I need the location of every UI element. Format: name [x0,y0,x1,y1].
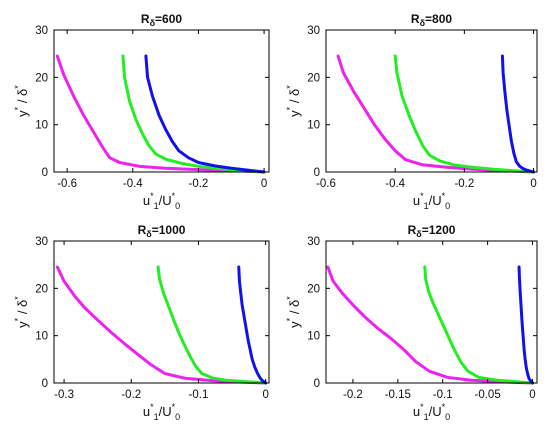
x-tick-label: -0.2 [189,178,209,190]
series-line [237,265,268,385]
x-tick-label: 0 [262,389,268,401]
x-tick-label: -0.2 [343,389,363,401]
x-tick-label: -0.6 [57,178,77,190]
y-tick-label: 30 [35,25,48,37]
x-tick-label: 0 [261,178,267,190]
series-line [500,54,536,174]
series-line [144,54,266,174]
y-tick-label: 20 [307,283,320,295]
y-tick-label: 0 [42,378,48,390]
x-tick-label: -0.05 [475,389,501,401]
y-tick-label: 0 [314,167,320,179]
x-tick-label: -0.15 [385,389,411,401]
chart-panel: -0.2 -0.15 -0.1 -0.05 0 0 10 20 30 Rδ=1200 u*1/U*0… [285,223,538,422]
series-line [55,54,266,174]
y-tick-label: 10 [35,120,48,132]
x-axis-label: u*1/U*0 [413,191,450,211]
y-tick-label: 0 [314,378,320,390]
y-tick-label: 20 [35,72,48,84]
y-tick-label: 30 [35,236,48,248]
chart-title: Rδ=1200 [408,223,456,239]
series-line [393,54,536,174]
x-axis-label: u*1/U*0 [143,402,180,422]
series-line [423,265,535,385]
x-tick-label: 0 [530,178,536,190]
x-tick-label: -0.4 [123,178,143,190]
x-tick-label: -0.4 [385,178,405,190]
y-tick-label: 30 [307,236,320,248]
x-tick-label: -0.1 [189,389,209,401]
y-tick-label: 20 [307,72,320,84]
y-axis-label: y* / δ* [13,85,30,117]
y-axis-label: y* / δ* [285,296,302,328]
axes-frame [53,240,270,384]
x-axis-label: u*1/U*0 [143,191,180,211]
axes-frame [53,29,270,173]
x-tick-label: -0.6 [316,178,336,190]
series-line [156,265,268,385]
y-tick-label: 10 [307,120,320,132]
axes-frame [325,240,538,384]
axes-frame [325,29,538,173]
series-line [121,54,266,174]
chart-title: Rδ=1000 [138,223,186,239]
y-axis-label: y* / δ* [13,296,30,328]
chart-title: Rδ=600 [141,12,182,28]
y-tick-label: 10 [307,331,320,343]
chart-panel: -0.6 -0.4 -0.2 0 0 10 20 30 Rδ=800 u*1/U*0 y* / δ* [285,12,538,211]
chart-panel: -0.3 -0.2 -0.1 0 0 10 20 30 Rδ=1000 u*1/U*0 y* / δ… [13,223,270,422]
series-line [55,265,268,385]
y-tick-label: 30 [307,25,320,37]
x-tick-label: -0.2 [454,178,474,190]
y-tick-label: 20 [35,283,48,295]
x-tick-label: 0 [529,389,535,401]
series-line [326,265,535,385]
y-axis-label: y* / δ* [285,85,302,117]
x-axis-label: u*1/U*0 [413,402,450,422]
series-line [517,265,535,385]
x-tick-label: -0.2 [121,389,141,401]
chart-title: Rδ=800 [411,12,452,28]
x-tick-label: -0.1 [433,389,453,401]
y-tick-label: 10 [35,331,48,343]
x-tick-label: -0.3 [54,389,74,401]
y-tick-label: 0 [42,167,48,179]
chart-panel: -0.6 -0.4 -0.2 0 0 10 20 30 Rδ=600 u*1/U*0 y* / δ* [13,12,270,211]
